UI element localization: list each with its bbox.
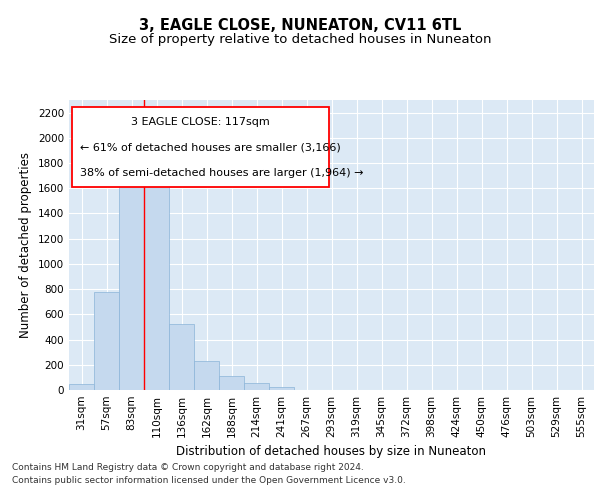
Y-axis label: Number of detached properties: Number of detached properties [19,152,32,338]
Bar [119,160,144,390]
Bar [244,383,269,390]
Text: 3, EAGLE CLOSE, NUNEATON, CV11 6TL: 3, EAGLE CLOSE, NUNEATON, CV11 6TL [139,18,461,32]
Bar [194,361,219,390]
Text: ← 61% of detached houses are smaller (3,166): ← 61% of detached houses are smaller (3,… [79,142,340,152]
Text: Size of property relative to detached houses in Nuneaton: Size of property relative to detached ho… [109,32,491,46]
FancyBboxPatch shape [71,108,329,187]
Bar [69,384,94,390]
Text: Contains HM Land Registry data © Crown copyright and database right 2024.: Contains HM Land Registry data © Crown c… [12,462,364,471]
Bar [94,292,119,390]
Bar [144,186,169,390]
Bar [169,324,194,390]
Text: Contains public sector information licensed under the Open Government Licence v3: Contains public sector information licen… [12,476,406,485]
Bar [219,376,244,390]
X-axis label: Distribution of detached houses by size in Nuneaton: Distribution of detached houses by size … [176,446,487,458]
Text: 38% of semi-detached houses are larger (1,964) →: 38% of semi-detached houses are larger (… [79,168,363,177]
Text: 3 EAGLE CLOSE: 117sqm: 3 EAGLE CLOSE: 117sqm [131,116,269,126]
Bar [269,387,294,390]
